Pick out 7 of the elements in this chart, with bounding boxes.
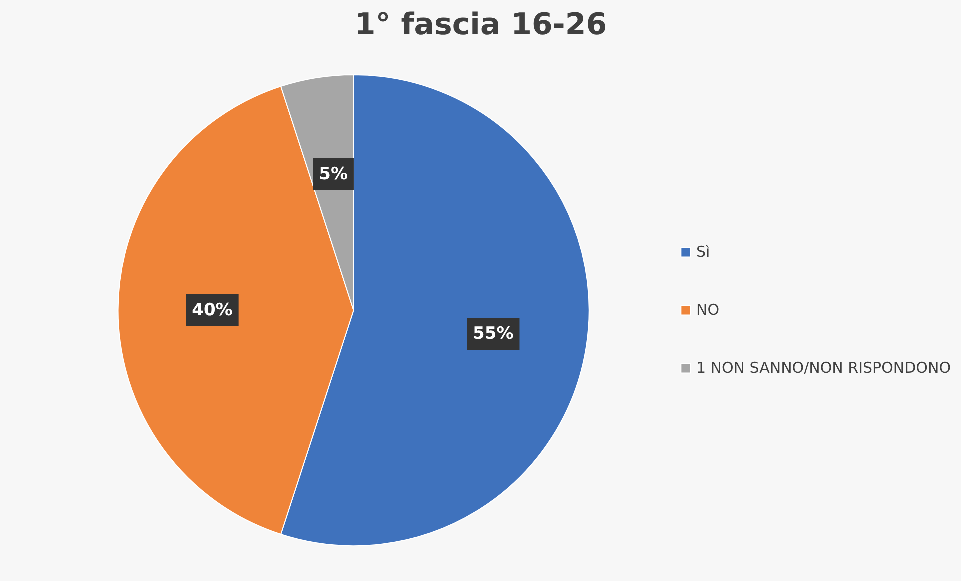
data-label: 40% [192,300,233,320]
data-label: 5% [319,164,348,184]
legend-label: 1 NON SANNO/NON RISPONDONO [696,359,951,377]
legend-label: NO [696,301,720,319]
legend-label: Sì [696,243,712,261]
chart-title: 1° fascia 16-26 [354,8,608,42]
data-label: 55% [473,324,514,344]
